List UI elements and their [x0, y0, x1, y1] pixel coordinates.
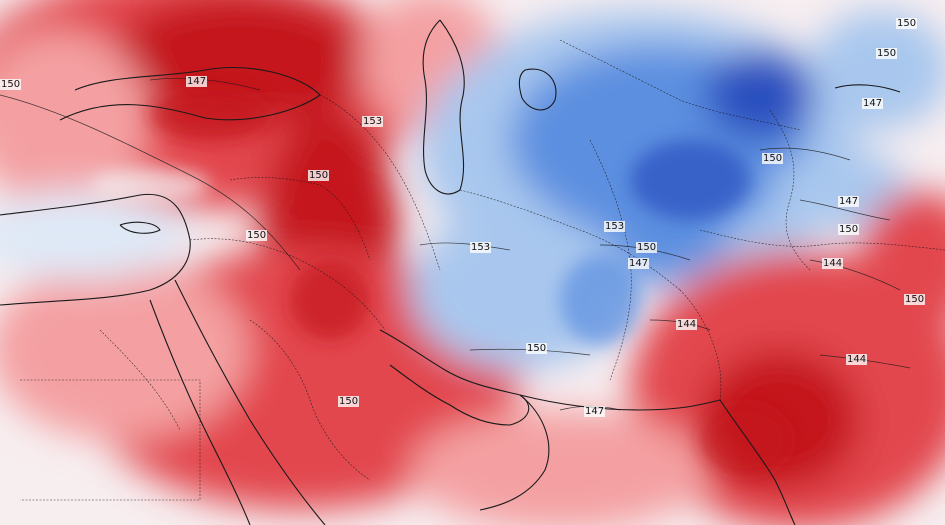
india-west-coast [719, 399, 796, 525]
border-6 [679, 289, 722, 401]
coastlines [0, 19, 901, 525]
contour-label-153: 153 [604, 221, 626, 232]
contour-label-144: 144 [822, 258, 844, 269]
tarim-cool-zone [770, 150, 910, 230]
oman-coast [479, 394, 550, 511]
contour-label-153: 153 [470, 242, 492, 253]
balkhash-lake [834, 84, 901, 93]
border-4 [459, 189, 681, 291]
contour-label-150: 150 [838, 224, 860, 235]
contour-label-150: 150 [526, 343, 548, 354]
black-sea-warm-core [110, 0, 370, 125]
arabian-sea-warm-zone [410, 410, 710, 525]
cyprus [119, 221, 161, 234]
border-8 [559, 39, 801, 131]
uzbek-cold-patch [630, 140, 750, 220]
contour-label-147: 147 [186, 76, 208, 87]
border-1 [189, 238, 386, 331]
border-9 [249, 319, 371, 481]
gujarat-hot-patch [700, 405, 790, 475]
border-7 [699, 229, 945, 251]
balkan-warm-zone [0, 30, 150, 210]
contour-label-150: 150 [0, 79, 22, 90]
contour-label-150: 150 [308, 170, 330, 181]
detail-patches [90, 90, 790, 475]
mediterranean-cool [0, 190, 190, 280]
red-sea-coast-w [149, 299, 251, 525]
contour-label-153: 153 [362, 116, 384, 127]
border-2 [229, 177, 371, 261]
isoline-147-tibet [799, 199, 891, 221]
contour-label-150: 150 [338, 396, 360, 407]
contour-label-150: 150 [904, 294, 926, 305]
isoline-144-tibet [809, 259, 901, 291]
black-sea-coast [59, 67, 321, 121]
gulf-coast [379, 329, 530, 426]
border-10 [99, 329, 181, 431]
contour-label-150: 150 [636, 242, 658, 253]
aral-sea [518, 68, 557, 111]
anatolia-hot-patch [150, 90, 270, 140]
baluch-cold-patch [560, 255, 640, 345]
contour-label-147: 147 [628, 258, 650, 269]
contour-label-150: 150 [896, 18, 918, 29]
contour-label-150: 150 [876, 48, 898, 59]
isoline-150-west [0, 94, 301, 271]
contour-label-150: 150 [246, 230, 268, 241]
egypt-warm-zone [0, 260, 250, 440]
border-3 [319, 94, 441, 271]
contour-label-147: 147 [584, 406, 606, 417]
mongolia-cool-zone [810, 10, 945, 130]
red-sea-coast [174, 279, 326, 525]
contour-label-144: 144 [676, 319, 698, 330]
isoline-153-iran [419, 242, 511, 251]
border-11 [20, 379, 201, 501]
contour-label-150: 150 [762, 153, 784, 164]
isoline-150-china [759, 147, 851, 161]
borders [20, 39, 945, 501]
contour-label-147: 147 [838, 196, 860, 207]
contour-label-147: 147 [862, 98, 884, 109]
border-12 [769, 109, 811, 271]
kazakh-cool-core [705, 50, 815, 140]
isoline-147-caucasus [149, 78, 261, 91]
caspian-coast [422, 19, 465, 195]
iran-south-coast [519, 394, 721, 411]
coast-pale-patch [90, 167, 210, 203]
kuwait-hot-patch [290, 260, 370, 340]
contour-label-144: 144 [846, 354, 868, 365]
